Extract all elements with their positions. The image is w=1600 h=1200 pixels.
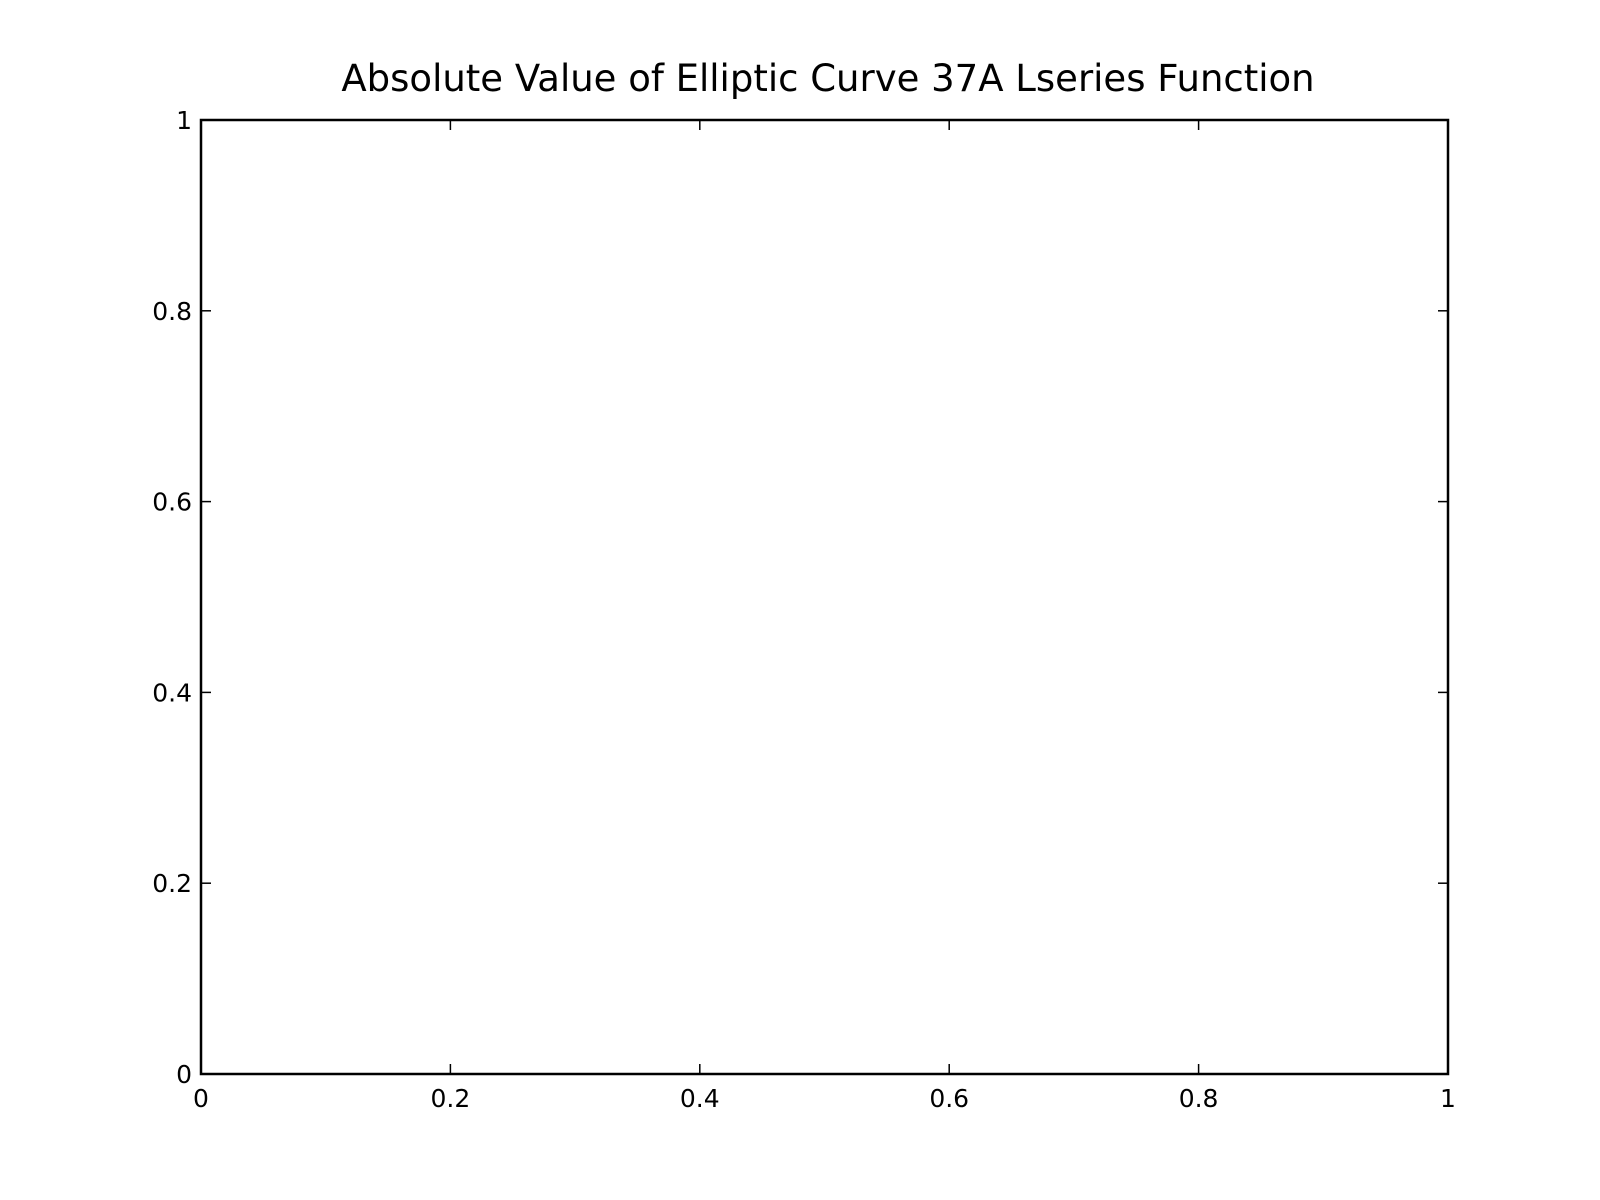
x-tick-label: 0.8 [1179,1084,1219,1113]
x-axis: 0 0.2 0.4 0.6 0.8 1 [193,120,1456,1113]
x-tick-label: 0.4 [680,1084,720,1113]
x-tick-label: 1 [1440,1084,1456,1113]
y-tick-label: 0.4 [152,678,192,707]
chart-title: Absolute Value of Elliptic Curve 37A Lse… [341,57,1314,100]
y-tick-label: 0.2 [152,869,192,898]
y-tick-label: 0 [176,1060,192,1089]
y-tick-label: 0.6 [152,488,192,517]
x-tick-label: 0.6 [929,1084,969,1113]
y-tick-label: 0.8 [152,297,192,326]
x-tick-label: 0.2 [431,1084,471,1113]
y-tick-label: 1 [176,106,192,135]
y-axis: 0 0.2 0.4 0.6 0.8 1 [152,106,1448,1089]
x-tick-label: 0 [193,1084,209,1113]
plot-area [199,118,1450,1076]
